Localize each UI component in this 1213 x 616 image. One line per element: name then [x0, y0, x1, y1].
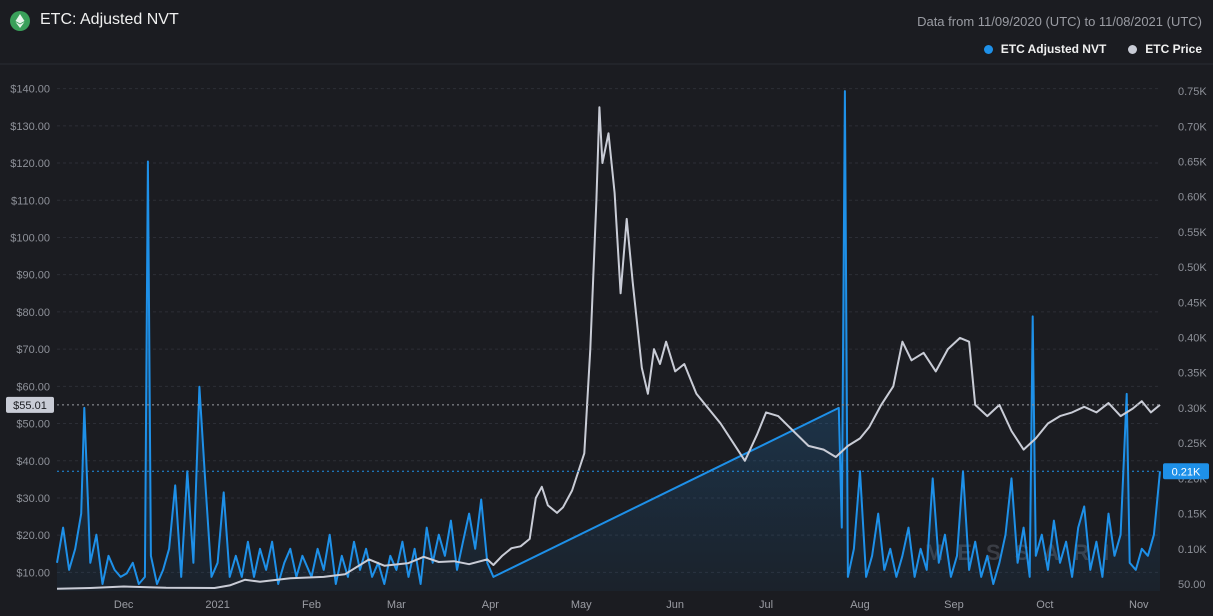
legend-item-nvt[interactable]: ETC Adjusted NVT: [983, 42, 1107, 56]
legend-item-price[interactable]: ETC Price: [1128, 42, 1202, 56]
right-tick-label: 0.15K: [1178, 509, 1207, 521]
left-tick-label: $90.00: [16, 270, 50, 282]
left-tick-label: $80.00: [16, 307, 50, 319]
chart-header: ETC: Adjusted NVT Data from 11/09/2020 (…: [0, 0, 1213, 64]
left-tick-label: $140.00: [10, 84, 50, 96]
x-tick-label: Apr: [482, 599, 499, 611]
x-tick-label: Mar: [387, 599, 406, 611]
series-layer: [56, 90, 1161, 591]
left-tick-label: $100.00: [10, 232, 50, 244]
right-tick-label: 0.50K: [1178, 262, 1207, 274]
left-tick-label: $40.00: [16, 456, 50, 468]
left-tick-label: $10.00: [16, 567, 50, 579]
chart-title: ETC: Adjusted NVT: [40, 11, 179, 28]
x-tick-label: Sep: [944, 599, 964, 611]
left-tick-label: $50.00: [16, 419, 50, 431]
etc-logo-icon: [10, 11, 30, 31]
right-tick-label: 0.30K: [1178, 403, 1207, 415]
left-tick-label: $130.00: [10, 121, 50, 133]
right-tick-label: 0.75K: [1178, 86, 1207, 98]
right-tick-label: 0.45K: [1178, 297, 1207, 309]
legend-dot-price: [1128, 44, 1138, 54]
right-tick-label: 50.00: [1178, 579, 1206, 591]
price-crosshair-label: $55.01: [13, 400, 47, 412]
x-tick-label: Dec: [114, 599, 134, 611]
x-axis: Dec 2021 Feb Mar Apr May Jun Jul Aug Sep Oct Nov: [114, 599, 1149, 611]
series-line-nvt: [56, 90, 1161, 585]
left-tick-label: $120.00: [10, 158, 50, 170]
x-tick-label: Nov: [1129, 599, 1149, 611]
series-line-price: [56, 106, 1161, 590]
x-tick-label: Jul: [759, 599, 773, 611]
right-axis: 50.000.10K0.15K0.20K0.25K0.30K0.35K0.40K…: [1178, 86, 1207, 591]
date-range: Data from 11/09/2020 (UTC) to 11/08/2021…: [917, 14, 1202, 29]
legend-dot-nvt: [983, 44, 993, 54]
left-tick-label: $110.00: [11, 195, 50, 207]
x-tick-label: Aug: [850, 599, 870, 611]
right-tick-label: 0.55K: [1178, 227, 1207, 239]
nvt-crosshair-badge: [1163, 463, 1209, 480]
crosshair: $55.01 0.21K: [6, 396, 1209, 480]
legend: ETC Adjusted NVT ETC Price: [983, 42, 1202, 56]
right-tick-label: 0.25K: [1178, 438, 1207, 450]
x-tick-label: Jun: [666, 599, 684, 611]
right-tick-label: 0.35K: [1178, 368, 1207, 380]
right-tick-label: 0.10K: [1178, 544, 1207, 556]
x-tick-label: Oct: [1036, 599, 1053, 611]
nvt-crosshair-label: 0.21K: [1172, 466, 1201, 478]
right-tick-label: 0.65K: [1178, 157, 1207, 169]
left-tick-label: $30.00: [16, 493, 50, 505]
right-tick-label: 0.40K: [1178, 333, 1207, 345]
left-tick-label: $70.00: [16, 344, 50, 356]
legend-label-nvt: ETC Adjusted NVT: [1000, 42, 1107, 56]
x-tick-label: Feb: [302, 599, 321, 611]
left-tick-label: $60.00: [16, 381, 50, 393]
right-tick-label: 0.70K: [1178, 121, 1207, 133]
price-crosshair-badge: [6, 396, 54, 413]
left-axis: $10.00 $20.00 $30.00 $40.00 $50.00 $60.00 $70.…: [10, 84, 50, 580]
x-tick-label: May: [571, 599, 592, 611]
right-tick-label: 0.60K: [1178, 192, 1207, 204]
x-tick-label: 2021: [205, 599, 229, 611]
legend-label-price: ETC Price: [1145, 42, 1202, 56]
left-tick-label: $20.00: [16, 530, 50, 542]
